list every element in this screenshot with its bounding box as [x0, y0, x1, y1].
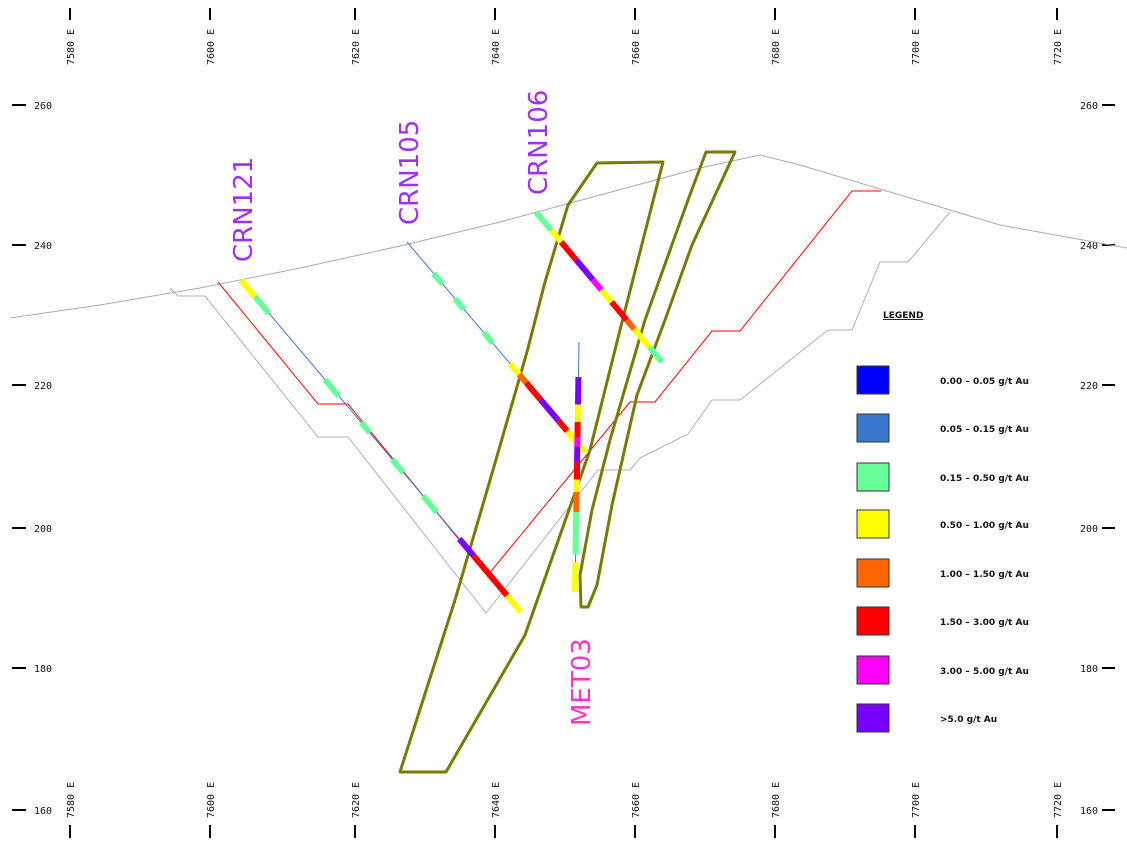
drillhole-traces	[238, 210, 665, 614]
legend-swatch	[856, 365, 890, 395]
y-tick-label-left: 220	[34, 381, 52, 392]
assay-interval-crn106	[631, 327, 652, 349]
x-tick-label-top: 7580 E	[66, 29, 77, 65]
y-axis-labels: 260 260 240 240 220 220 200 200 180 180 160 160	[34, 101, 1098, 817]
assay-interval-crn105	[507, 361, 522, 377]
assay-interval-crn121	[322, 377, 342, 399]
drillhole-label-crn106: CRN106	[524, 90, 554, 195]
legend-swatch	[856, 606, 890, 636]
y-tick-label-left: 260	[34, 101, 52, 112]
drillhole-label-met03: MET03	[567, 638, 597, 726]
x-tick-label-top: 7700 E	[911, 29, 922, 65]
topography-line	[9, 154, 1127, 319]
legend-label: >5.0 g/t Au	[940, 715, 997, 725]
assay-interval-crn121	[420, 493, 440, 515]
assay-interval-crn105	[431, 271, 445, 286]
assay-interval-crn106	[624, 318, 637, 331]
drillhole-label-crn105: CRN105	[395, 120, 425, 225]
assay-interval-crn106	[609, 300, 630, 322]
y-tick-label-left: 160	[34, 806, 52, 817]
x-tick-label-bottom: 7680 E	[771, 782, 782, 818]
drillhole-label-crn121: CRN121	[229, 157, 259, 262]
y-tick-label-right: 200	[1080, 524, 1098, 535]
assay-interval-crn121	[389, 457, 406, 475]
y-tick-label-left: 240	[34, 241, 52, 252]
legend-swatch	[856, 703, 890, 733]
x-tick-label-top: 7600 E	[206, 29, 217, 65]
assay-interval-crn105	[481, 330, 495, 345]
legend-label: 0.00 – 0.05 g/t Au	[940, 377, 1029, 387]
assay-interval-crn105	[556, 418, 570, 433]
lode-west	[398, 160, 665, 774]
assay-interval-crn105	[523, 380, 543, 402]
assay-interval-crn106	[574, 258, 595, 282]
x-tick-label-top: 7640 E	[491, 29, 502, 65]
legend-swatch	[856, 462, 890, 492]
assay-interval-crn106	[533, 210, 554, 232]
x-tick-label-bottom: 7700 E	[911, 782, 922, 818]
x-tick-label-top: 7620 E	[351, 29, 362, 65]
x-tick-label-top: 7680 E	[771, 29, 782, 65]
legend-label: 0.15 – 0.50 g/t Au	[940, 474, 1029, 484]
legend-swatch	[856, 413, 890, 443]
assay-interval-crn106	[599, 288, 614, 304]
assay-interval-crn121	[457, 537, 476, 558]
assay-interval-crn106	[548, 228, 564, 244]
x-tick-label-bottom: 7620 E	[351, 782, 362, 818]
legend: LEGEND 0.00 – 0.05 g/t Au 0.05 – 0.15 g/t…	[856, 311, 1029, 733]
lode-east	[578, 150, 737, 609]
axis-ticks	[12, 8, 1115, 838]
assay-interval-crn106	[590, 277, 604, 292]
legend-label: 1.50 – 3.00 g/t Au	[940, 618, 1029, 628]
x-axis-labels: 7580 E 7580 E 7600 E 7600 E 7620 E 7620 E 7640…	[66, 29, 1064, 818]
x-tick-label-bottom: 7720 E	[1053, 782, 1064, 818]
x-tick-label-bottom: 7600 E	[206, 782, 217, 818]
assay-interval-crn121	[238, 278, 258, 299]
y-tick-label-left: 200	[34, 524, 52, 535]
assay-interval-crn121	[359, 420, 373, 435]
x-tick-label-top: 7720 E	[1053, 29, 1064, 65]
assay-interval-crn106	[647, 345, 665, 364]
x-tick-label-bottom: 7640 E	[491, 782, 502, 818]
assay-interval-crn121	[504, 593, 524, 614]
y-tick-label-right: 240	[1080, 241, 1098, 252]
x-tick-label-bottom: 7580 E	[66, 782, 77, 818]
legend-label: 0.05 – 0.15 g/t Au	[940, 425, 1029, 435]
legend-label: 0.50 – 1.00 g/t Au	[940, 521, 1029, 531]
legend-swatch	[856, 655, 890, 685]
pit-outline-red	[217, 190, 881, 576]
legend-label: 3.00 – 5.00 g/t Au	[940, 667, 1029, 677]
assay-interval-crn105	[452, 296, 467, 312]
legend-label: 1.00 – 1.50 g/t Au	[940, 570, 1029, 580]
assay-interval-crn105	[516, 372, 529, 385]
assay-interval-crn121	[471, 553, 510, 598]
y-tick-label-right: 260	[1080, 101, 1098, 112]
x-tick-label-bottom: 7660 E	[631, 782, 642, 818]
assay-interval-crn121	[252, 294, 272, 316]
legend-title: LEGEND	[883, 311, 923, 321]
y-tick-label-right: 160	[1080, 806, 1098, 817]
x-tick-label-top: 7660 E	[631, 29, 642, 65]
legend-swatch	[856, 509, 890, 539]
assay-interval-crn106	[558, 240, 579, 262]
y-tick-label-right: 220	[1080, 381, 1098, 392]
assay-interval-crn105	[538, 397, 561, 423]
legend-swatch	[856, 558, 890, 588]
y-tick-label-right: 180	[1080, 664, 1098, 675]
pit-outline-grey	[169, 211, 951, 614]
y-tick-label-left: 180	[34, 664, 52, 675]
